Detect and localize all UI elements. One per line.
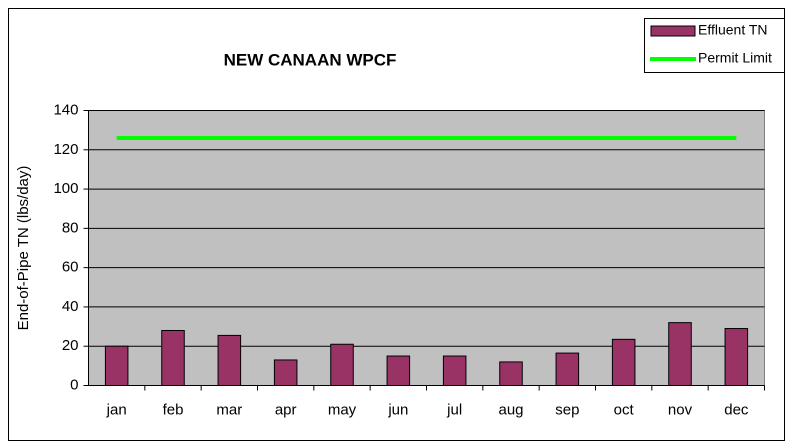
x-tick-label: jul: [446, 401, 462, 418]
bar: [217, 334, 242, 386]
bar: [104, 345, 129, 387]
bar: [386, 355, 411, 386]
x-tick-label: apr: [275, 401, 297, 418]
plot-area: [88, 110, 765, 386]
x-tick-label: feb: [163, 401, 184, 418]
y-tick-label: 60: [62, 259, 79, 276]
x-tick-label: jun: [387, 401, 408, 418]
bar: [555, 352, 580, 387]
y-tick-label: 120: [53, 141, 78, 158]
y-axis-label: End-of-Pipe TN (lbs/day): [15, 166, 32, 331]
x-tick-label: oct: [614, 401, 635, 418]
bar: [611, 338, 636, 387]
bar: [442, 355, 467, 386]
bar: [273, 359, 298, 387]
y-tick-label: 40: [62, 298, 79, 315]
y-tick-label: 80: [62, 219, 79, 236]
x-tick-label: sep: [555, 401, 579, 418]
x-tick-label: jan: [106, 401, 127, 418]
bar: [724, 328, 749, 386]
x-tick-label: may: [328, 401, 357, 418]
chart-title: NEW CANAAN WPCF: [224, 50, 397, 69]
legend-label: Effluent TN: [698, 22, 768, 38]
x-tick-label: aug: [498, 401, 523, 418]
x-tick-label: dec: [724, 401, 749, 418]
y-tick-label: 100: [53, 180, 78, 197]
y-tick-label: 20: [62, 337, 79, 354]
bar: [161, 330, 185, 386]
bar: [330, 343, 354, 386]
y-tick-label: 140: [53, 101, 78, 118]
legend-swatch: [650, 25, 696, 37]
bar: [499, 361, 523, 386]
bar: [668, 322, 692, 386]
legend-label: Permit Limit: [698, 50, 772, 66]
x-tick-label: nov: [668, 401, 693, 418]
y-tick-label: 0: [70, 376, 78, 393]
x-tick-label: mar: [216, 401, 242, 418]
